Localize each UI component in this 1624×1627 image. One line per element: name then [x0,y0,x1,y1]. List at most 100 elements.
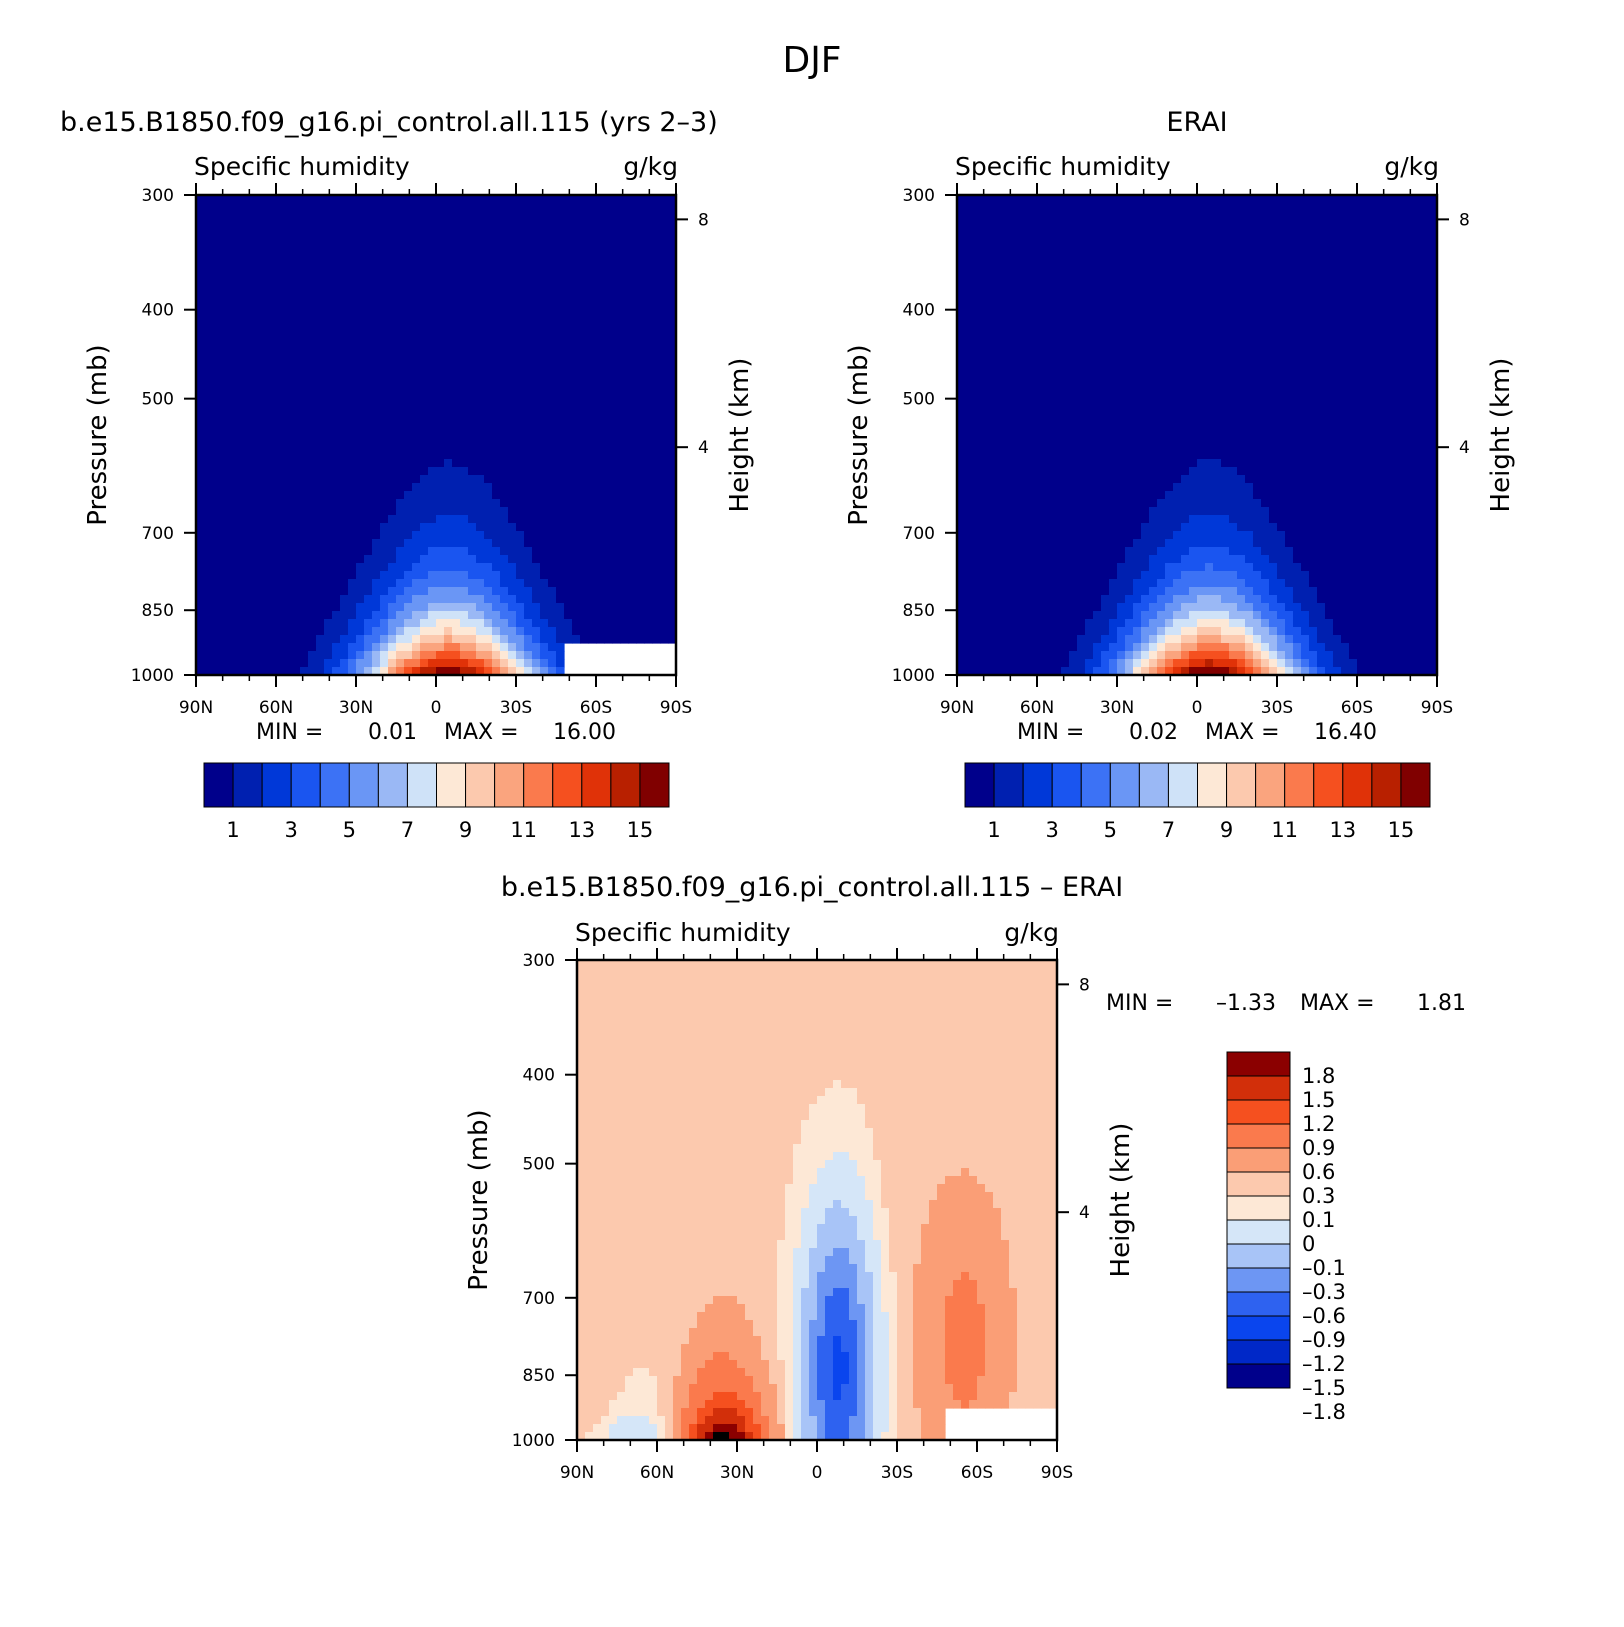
contour-cell [1061,195,1070,204]
contour-cell [588,451,597,460]
contour-cell [1221,251,1230,260]
contour-cell [628,515,637,524]
contour-cell [228,475,237,484]
contour-cell [372,275,381,284]
contour-cell [492,635,501,644]
contour-cell [444,547,453,556]
contour-cell [636,507,645,516]
contour-cell [564,467,573,476]
contour-cell [220,427,229,436]
contour-cell [348,243,357,252]
contour-cell [1149,195,1158,204]
contour-cell [348,531,357,540]
contour-cell [556,507,565,516]
contour-cell [372,651,381,660]
contour-cell [1069,251,1078,260]
colorbar-box [406,762,437,808]
contour-cell [500,299,509,308]
contour-cell [1397,363,1406,372]
contour-cell [348,387,357,396]
contour-cell [452,467,461,476]
contour-cell [540,531,549,540]
contour-cell [652,611,661,620]
contour-cell [1109,299,1118,308]
contour-cell [420,251,429,260]
contour-cell [260,467,269,476]
contour-cell [484,595,493,604]
contour-cell [604,299,613,308]
contour-cell [1069,267,1078,276]
contour-cell [1253,355,1262,364]
contour-cell [532,427,541,436]
contour-cell [564,459,573,468]
contour-cell [332,507,341,516]
contour-cell [1061,283,1070,292]
contour-cell [1005,347,1014,356]
contour-cell [981,339,990,348]
contour-cell [564,211,573,220]
contour-cell [452,651,461,660]
contour-cell [236,371,245,380]
contour-cell [244,563,253,572]
contour-cell [644,467,653,476]
contour-cell [452,547,461,556]
contour-cell [356,443,365,452]
contour-cell [1069,195,1078,204]
contour-cell [228,643,237,652]
contour-cell [404,627,413,636]
contour-cell [244,347,253,356]
contour-cell [348,539,357,548]
x-tick-label: 60N [259,698,293,718]
contour-cell [1149,235,1158,244]
contour-cell [204,323,213,332]
contour-cell [212,595,221,604]
contour-cell [1373,195,1382,204]
contour-cell [356,395,365,404]
contour-cell [580,555,589,564]
contour-cell [260,363,269,372]
contour-cell [196,395,205,404]
contour-cell [636,283,645,292]
contour-cell [460,243,469,252]
colorbar-label: 7 [401,818,414,842]
contour-cell [444,435,453,444]
contour-cell [524,339,533,348]
contour-cell [460,627,469,636]
contour-cell [588,435,597,444]
contour-cell [1013,235,1022,244]
contour-cell [468,635,477,644]
contour-cell [364,579,373,588]
contour-cell [540,419,549,428]
contour-cell [196,467,205,476]
contour-cell [1413,219,1422,228]
contour-cell [1045,331,1054,340]
contour-cell [564,363,573,372]
contour-cell [1357,323,1366,332]
contour-cell [492,395,501,404]
contour-cell [556,411,565,420]
contour-cell [628,387,637,396]
contour-cell [1149,339,1158,348]
contour-cell [1381,355,1390,364]
contour-cell [236,267,245,276]
contour-cell [468,219,477,228]
contour-cell [332,555,341,564]
contour-cell [412,555,421,564]
contour-cell [428,395,437,404]
contour-cell [236,379,245,388]
contour-cell [396,579,405,588]
contour-cell [1109,315,1118,324]
contour-cell [300,667,309,675]
contour-cell [981,227,990,236]
contour-cell [1309,339,1318,348]
contour-cell [444,275,453,284]
contour-cell [1269,251,1278,260]
contour-cell [204,227,213,236]
contour-cell [364,219,373,228]
contour-cell [476,595,485,604]
contour-cell [220,443,229,452]
contour-cell [268,203,277,212]
contour-cell [316,211,325,220]
contour-cell [620,323,629,332]
contour-cell [420,459,429,468]
